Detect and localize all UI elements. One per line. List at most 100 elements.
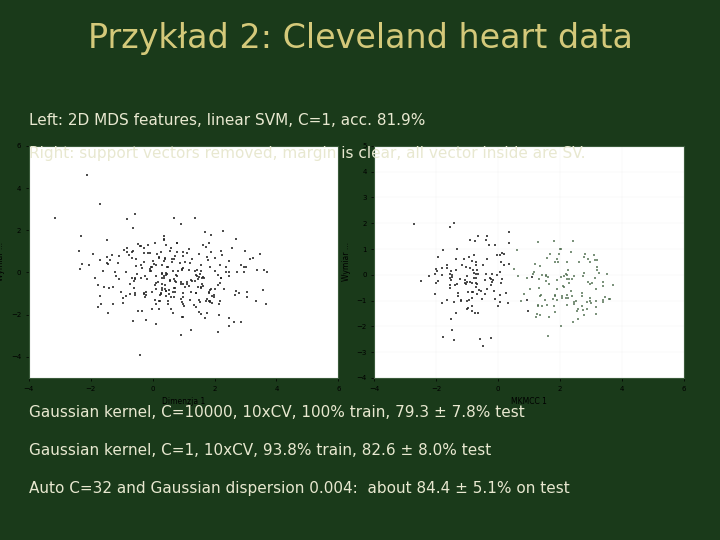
Point — [562, 293, 574, 302]
Point — [549, 290, 561, 299]
Point — [429, 270, 441, 279]
Point — [206, 299, 217, 307]
Point — [568, 300, 580, 308]
Point — [470, 283, 482, 292]
Point — [73, 247, 84, 255]
Point — [600, 270, 612, 279]
Point — [449, 218, 460, 227]
Point — [212, 327, 224, 336]
Point — [528, 267, 540, 276]
Point — [125, 289, 136, 298]
Point — [240, 262, 251, 271]
Point — [89, 273, 101, 282]
Point — [189, 277, 200, 286]
Point — [446, 267, 457, 275]
Point — [135, 241, 147, 250]
Point — [577, 288, 588, 297]
Point — [571, 306, 582, 315]
Point — [198, 273, 210, 282]
Point — [128, 276, 140, 285]
Point — [143, 241, 154, 249]
Point — [76, 232, 87, 240]
Point — [547, 295, 559, 303]
Point — [138, 248, 150, 257]
Point — [194, 273, 205, 282]
Point — [251, 265, 263, 274]
Point — [481, 232, 492, 240]
Point — [436, 271, 447, 279]
Point — [235, 261, 247, 269]
Point — [167, 267, 179, 275]
Point — [147, 257, 158, 266]
Point — [113, 275, 125, 284]
Point — [189, 266, 201, 275]
Point — [209, 285, 220, 293]
Point — [474, 285, 485, 294]
Point — [123, 251, 135, 260]
Point — [453, 292, 464, 301]
Point — [162, 262, 174, 271]
Point — [521, 274, 533, 282]
Point — [190, 302, 202, 311]
Point — [122, 244, 133, 253]
Point — [74, 264, 86, 273]
Point — [204, 289, 215, 298]
Point — [560, 269, 572, 278]
Point — [585, 299, 597, 307]
Point — [199, 228, 210, 237]
Point — [455, 297, 467, 306]
Text: Gaussian kernel, C=10000, 10xCV, 100% train, 79.3 ± 7.8% test: Gaussian kernel, C=10000, 10xCV, 100% tr… — [29, 405, 525, 420]
Point — [148, 260, 160, 269]
Point — [181, 280, 192, 289]
Point — [168, 293, 180, 301]
Point — [204, 262, 215, 271]
Point — [475, 286, 487, 295]
Point — [118, 245, 130, 254]
Point — [196, 284, 207, 293]
X-axis label: MKMCC 1: MKMCC 1 — [511, 397, 547, 406]
Point — [472, 266, 483, 274]
Point — [92, 280, 104, 289]
Point — [149, 239, 161, 247]
Point — [183, 245, 194, 253]
Point — [441, 295, 452, 304]
Point — [548, 237, 559, 246]
Point — [132, 239, 144, 248]
Point — [464, 264, 475, 273]
Point — [466, 307, 477, 315]
Point — [117, 294, 129, 303]
Point — [467, 288, 479, 296]
Point — [533, 300, 544, 309]
Point — [158, 273, 169, 282]
Point — [168, 214, 180, 222]
Point — [177, 247, 189, 256]
Point — [158, 236, 169, 245]
Point — [448, 335, 459, 344]
Point — [127, 274, 138, 282]
Point — [540, 272, 552, 281]
Point — [536, 271, 547, 279]
Point — [138, 290, 150, 299]
Point — [160, 271, 171, 280]
Point — [196, 310, 207, 319]
Point — [515, 296, 526, 305]
Point — [485, 274, 497, 283]
Point — [462, 304, 474, 313]
Point — [553, 258, 564, 266]
Point — [213, 310, 225, 319]
Point — [158, 231, 170, 240]
Point — [503, 260, 515, 269]
Point — [195, 267, 207, 275]
Point — [156, 290, 167, 299]
Point — [470, 279, 482, 288]
Point — [217, 227, 228, 235]
Point — [469, 274, 480, 282]
Point — [461, 305, 472, 313]
Point — [125, 279, 136, 288]
Point — [127, 224, 139, 232]
Point — [130, 273, 141, 282]
Point — [534, 284, 545, 292]
Point — [466, 293, 477, 302]
Point — [534, 310, 546, 319]
Point — [598, 298, 609, 306]
